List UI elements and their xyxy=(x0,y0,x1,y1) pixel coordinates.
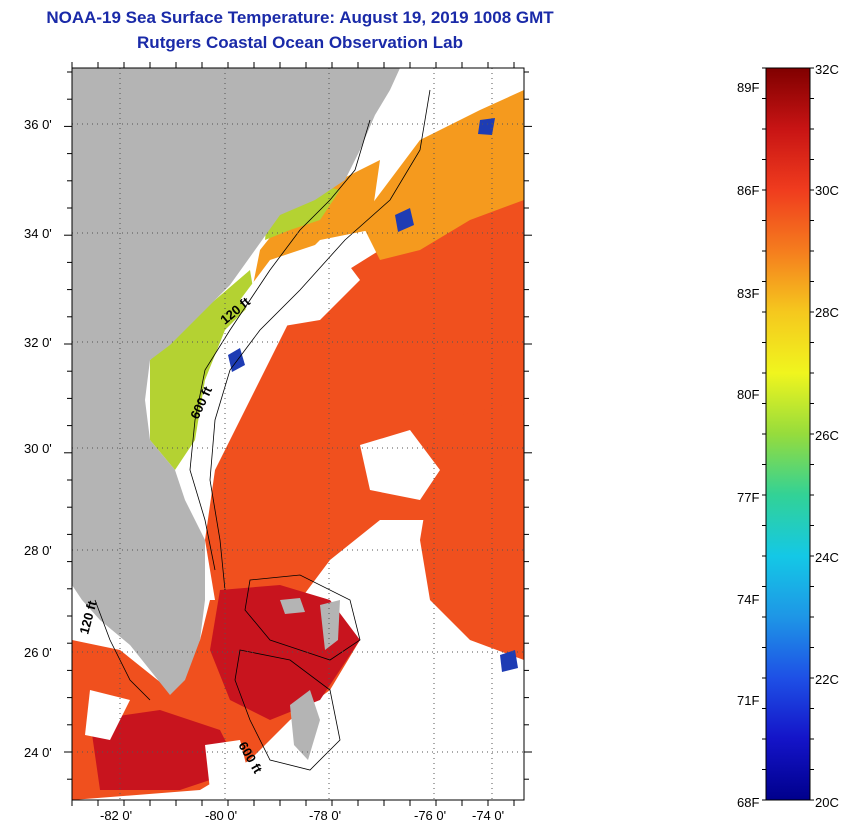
colorbar-c-label: 26C xyxy=(815,428,839,443)
cloud-patch xyxy=(85,690,130,740)
cloud-patch xyxy=(205,740,250,790)
colorbar-c-label: 24C xyxy=(815,550,839,565)
lat-label: 24 0' xyxy=(24,745,52,760)
map-frame xyxy=(71,67,525,801)
colorbar-c-label: 32C xyxy=(815,62,839,77)
lat-label: 34 0' xyxy=(24,226,52,241)
andros-island xyxy=(290,690,320,760)
lat-label: 36 0' xyxy=(24,117,52,132)
lon-label: -78 0' xyxy=(309,808,342,823)
colorbar-f-label: 68F xyxy=(737,795,760,810)
bathymetry-contour-600ft xyxy=(209,89,431,591)
colorbar-c-label: 30C xyxy=(815,183,839,198)
gulf-coast-land xyxy=(72,490,95,560)
colorbar xyxy=(765,67,811,801)
cold-patch xyxy=(228,348,245,372)
sst-map[interactable] xyxy=(72,68,524,800)
bathymetry-contour-120ft xyxy=(189,119,371,571)
colorbar-c-label: 22C xyxy=(815,672,839,687)
bathymetry-contour-bahamas xyxy=(234,649,341,771)
page-title: NOAA-19 Sea Surface Temperature: August … xyxy=(46,8,554,27)
lon-label: -76 0' xyxy=(414,808,447,823)
lon-label: -80 0' xyxy=(205,808,238,823)
coastal-cool-water xyxy=(150,270,255,470)
bathymetry-contour-bahamas xyxy=(244,574,361,661)
bahamas-island xyxy=(320,600,340,650)
bahamas-island xyxy=(280,598,305,614)
colorbar-f-label: 83F xyxy=(737,286,760,301)
colorbar-ticks xyxy=(762,67,814,801)
cold-patch xyxy=(500,650,518,672)
eastern-warm-water xyxy=(420,400,524,660)
cloud-patch xyxy=(240,240,360,330)
map-grid xyxy=(72,68,524,800)
us-east-coast-land xyxy=(72,68,400,695)
colorbar-c-label: 28C xyxy=(815,305,839,320)
colorbar-f-label: 86F xyxy=(737,183,760,198)
lat-label: 26 0' xyxy=(24,645,52,660)
colorbar-f-label: 77F xyxy=(737,490,760,505)
lat-label: 32 0' xyxy=(24,335,52,350)
lat-label: 30 0' xyxy=(24,441,52,456)
cold-patch xyxy=(478,118,495,135)
axis-ticks xyxy=(64,62,532,806)
colorbar-f-label: 74F xyxy=(737,592,760,607)
colorbar-c-label: 20C xyxy=(815,795,839,810)
page-subtitle: Rutgers Coastal Ocean Observation Lab xyxy=(137,33,463,52)
colorbar-f-label: 80F xyxy=(737,387,760,402)
cloud-patch xyxy=(360,430,440,500)
cold-patch xyxy=(395,208,414,232)
colorbar-f-label: 71F xyxy=(737,693,760,708)
bathymetry-contour-gulf xyxy=(94,599,151,701)
lon-label: -74 0' xyxy=(472,808,505,823)
lat-label: 28 0' xyxy=(24,543,52,558)
colorbar-f-label: 89F xyxy=(737,80,760,95)
cuba-coast-hot-water xyxy=(90,710,240,790)
lon-label: -82 0' xyxy=(100,808,133,823)
